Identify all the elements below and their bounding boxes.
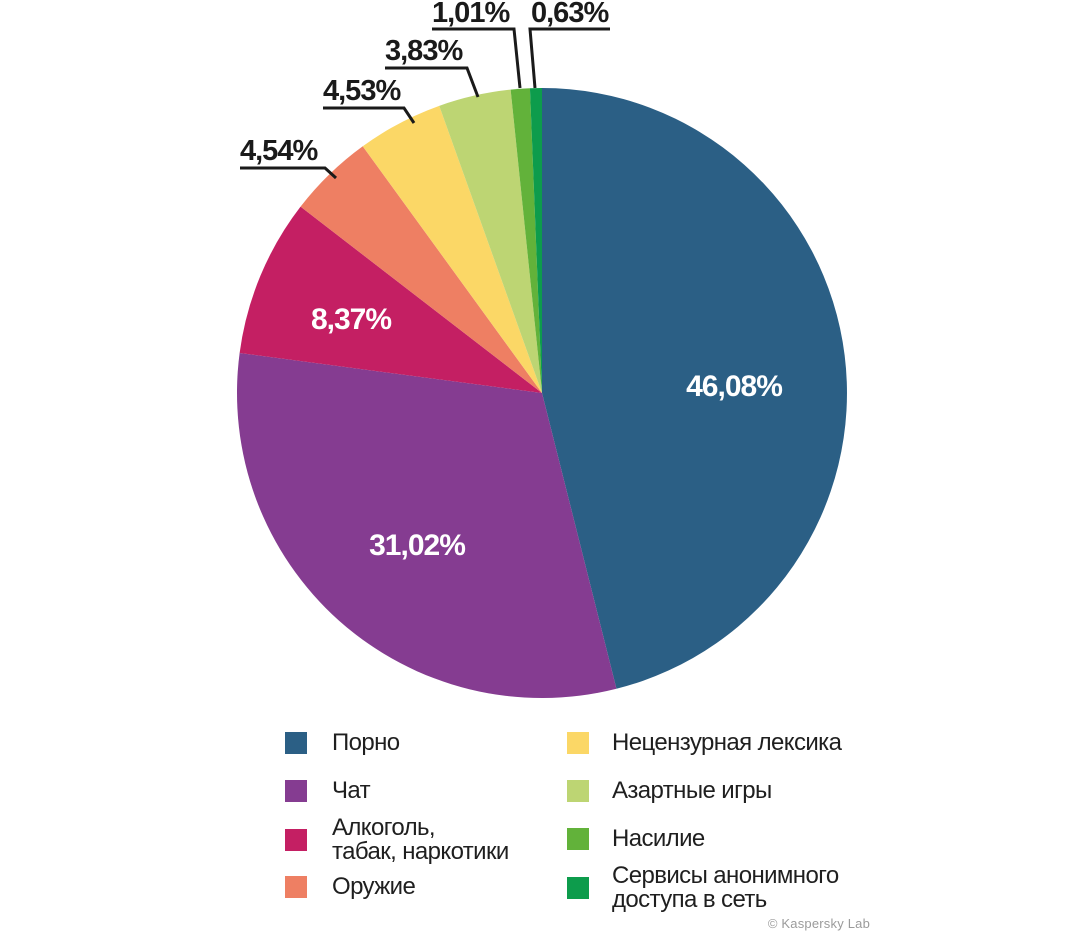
slice-value-label-anonymizers: 0,63% [531,0,609,29]
copyright-note: © Kaspersky Lab [767,916,870,931]
pie-slice-2 [239,206,542,393]
legend-swatch-3 [285,876,307,898]
pie-slice-6 [510,88,542,394]
legend-item-1: Чат [285,777,371,804]
leader-line-3 [240,166,338,180]
pie-slice-3 [300,146,542,393]
slice-value-label-weapons: 4,54% [240,135,318,167]
slice-value-label-alcohol: 8,37% [310,303,392,336]
legend-swatch-1 [285,780,307,802]
legend-label-3: Оружие [332,873,416,900]
slice-value-label-porno: 46,08% [686,370,783,403]
callout-leader-lines [240,27,610,180]
legend-swatch-4 [567,732,589,754]
legend-swatch-7 [567,877,589,899]
leader-line-6 [432,27,522,89]
legend-item-4: Нецензурная лексика [567,729,842,756]
legend-item-7: Сервисы анонимного доступа в сеть [567,864,839,912]
pie-slices [236,88,847,698]
legend-label-1: Чат [332,777,371,804]
leader-line-4 [323,106,416,124]
legend-label-6: Насилие [612,825,705,852]
legend-swatch-0 [285,732,307,754]
legend-item-6: Насилие [567,827,705,851]
legend-item-2: Алкоголь, табак, наркотики [285,816,509,864]
slice-value-label-gambling: 3,83% [385,35,463,67]
leader-line-5 [385,66,480,98]
slice-value-label-chat: 31,02% [369,529,466,562]
legend-item-5: Азартные игры [567,779,772,803]
pie-slice-7 [529,88,542,393]
legend-swatch-6 [567,828,589,850]
slice-value-label-violence: 1,01% [432,0,510,29]
legend-label-7: Сервисы анонимного доступа в сеть [612,862,839,913]
legend-item-3: Оружие [285,873,416,900]
pie-slice-0 [542,88,847,689]
legend-swatch-5 [567,780,589,802]
pie-slice-5 [439,89,542,394]
legend-label-4: Нецензурная лексика [612,729,842,756]
legend-label-5: Азартные игры [612,777,772,804]
leader-line-7 [528,27,610,89]
slice-value-label-profanity: 4,53% [323,75,401,107]
legend-item-0: Порно [285,731,400,755]
legend-label-2: Алкоголь, табак, наркотики [332,814,509,865]
legend-swatch-2 [285,829,307,851]
pie-slice-1 [236,353,617,698]
pie-slice-4 [362,105,542,393]
legend-label-0: Порно [332,729,400,756]
